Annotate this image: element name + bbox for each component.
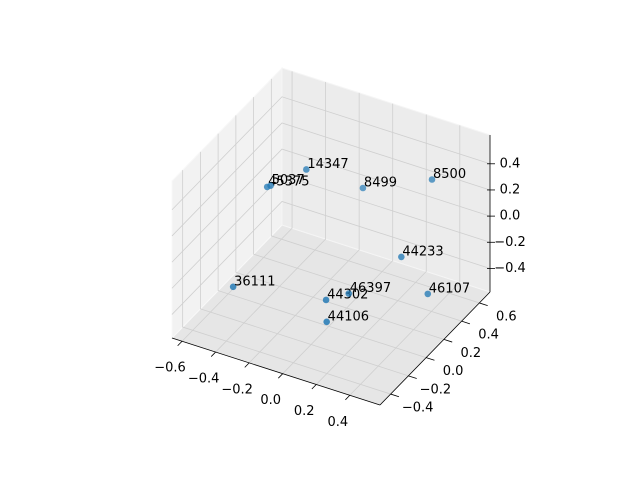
- y-tick-label: −0.4: [402, 401, 434, 416]
- grid-line: [171, 174, 491, 289]
- grid-line: [171, 96, 491, 211]
- point: [322, 296, 330, 304]
- point-label: 8499: [364, 175, 397, 190]
- z-tick-label: −0.2: [494, 235, 526, 250]
- y-tick-label: −0.2: [420, 382, 452, 397]
- y-tick-label: 0.4: [478, 328, 499, 343]
- z-tick-label: −0.4: [494, 261, 526, 276]
- x-tick-label: −0.2: [221, 382, 253, 397]
- x-axis-line: [171, 337, 381, 406]
- y-tick-mark: [461, 320, 471, 325]
- x-tick-label: 0.0: [260, 393, 281, 408]
- grid-line: [270, 78, 480, 304]
- point-label: 36111: [234, 274, 275, 289]
- point: [428, 176, 436, 183]
- x-tick-mark: [210, 351, 216, 357]
- grid-line: [349, 125, 461, 396]
- x-tick-label: 0.2: [294, 404, 315, 419]
- point-label: 46397: [350, 281, 391, 296]
- grid-line: [181, 71, 293, 342]
- grid-line: [199, 151, 409, 377]
- grid-line: [235, 115, 444, 340]
- point: [359, 184, 367, 192]
- x-tick-mark: [311, 384, 317, 390]
- grid-line: [215, 82, 327, 353]
- y-tick-mark: [443, 339, 453, 343]
- grid-line: [315, 114, 427, 385]
- x-tick-label: −0.6: [154, 361, 186, 376]
- grid-line: [182, 170, 391, 395]
- point-label: 44233: [402, 244, 443, 259]
- y-tick-label: 0.0: [443, 364, 464, 379]
- point-label: 5037: [272, 173, 305, 188]
- point: [229, 283, 237, 291]
- point-label: 14347: [307, 157, 348, 172]
- grid-line: [217, 133, 427, 358]
- x-tick-mark: [345, 394, 351, 401]
- x-tick-label: 0.4: [327, 415, 348, 430]
- point: [345, 290, 353, 297]
- grid-line: [171, 122, 491, 237]
- z-tick-label: 0.2: [500, 182, 521, 197]
- grid-line: [248, 92, 360, 364]
- y-tick-mark: [426, 357, 435, 361]
- point: [424, 290, 432, 298]
- point: [398, 253, 405, 261]
- point: [267, 182, 274, 189]
- y-tick-mark: [408, 375, 417, 379]
- x-tick-mark: [244, 362, 250, 368]
- point: [323, 318, 330, 326]
- x-tick-label: −0.4: [188, 372, 220, 387]
- x-tick-mark: [177, 340, 183, 347]
- y-tick-mark: [479, 302, 488, 306]
- point-label: 46107: [429, 281, 470, 296]
- y-tick-label: 0.2: [461, 346, 482, 361]
- y-axis-line: [379, 291, 491, 406]
- point-label: 8500: [433, 167, 466, 182]
- point-label: 45375: [268, 174, 309, 189]
- point: [303, 166, 310, 173]
- grid-line: [253, 97, 462, 322]
- z-tick-label: 0.0: [500, 209, 521, 224]
- z-tick-label: 0.4: [500, 156, 521, 171]
- grid-line: [282, 103, 394, 374]
- grid-line: [171, 148, 491, 263]
- y-tick-label: 0.6: [496, 309, 517, 324]
- x-tick-mark: [278, 373, 283, 379]
- grid-line: [171, 200, 491, 315]
- point-label: 44106: [328, 309, 369, 324]
- y-tick-mark: [390, 393, 400, 398]
